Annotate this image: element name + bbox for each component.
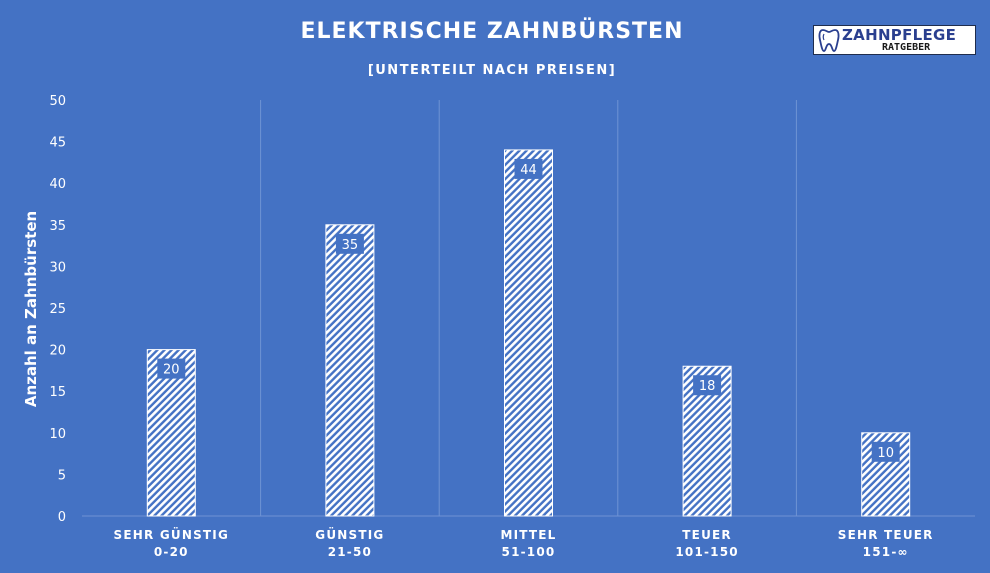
- data-label-box: [693, 375, 722, 396]
- y-tick-label: 25: [49, 302, 66, 317]
- x-tick-range-label: 51-100: [502, 545, 556, 559]
- tooth-icon: [818, 29, 840, 52]
- x-tick-label: SEHR GÜNSTIG: [114, 527, 229, 542]
- data-label-box: [514, 158, 543, 179]
- y-tick-label: 30: [49, 260, 66, 275]
- x-tick-range-label: 0-20: [154, 545, 189, 559]
- logo-text: ZAHNPFLEGE: [842, 26, 957, 44]
- data-label: 20: [163, 363, 180, 378]
- data-label: 44: [520, 163, 537, 178]
- bar: [504, 149, 553, 517]
- x-tick-label: TEUER: [682, 528, 732, 542]
- y-tick-label: 50: [49, 94, 66, 109]
- data-label: 10: [877, 446, 894, 461]
- zahnpflege-logo: ZAHNPFLEGE RATGEBER: [813, 25, 976, 55]
- bars: 20 35 44 18 10: [146, 149, 911, 517]
- x-tick-range-label: 101-150: [675, 545, 738, 559]
- y-axis-ticks: 0 5 10 15 20 25 30 35 40 45 50: [49, 94, 66, 525]
- data-label-box: [871, 441, 900, 462]
- y-tick-label: 40: [49, 177, 66, 192]
- y-tick-label: 45: [49, 136, 66, 151]
- y-tick-label: 5: [58, 468, 66, 483]
- chart-title: ELEKTRISCHE ZAHNBÜRSTEN: [300, 18, 683, 44]
- y-tick-label: 35: [49, 219, 66, 234]
- data-label-box: [335, 233, 364, 254]
- data-label: 35: [342, 238, 359, 253]
- data-label-box: [157, 358, 186, 379]
- y-tick-label: 10: [49, 427, 66, 442]
- bar: [325, 224, 375, 517]
- x-tick-label: GÜNSTIG: [315, 527, 384, 542]
- x-tick-range-label: 21-50: [328, 545, 372, 559]
- y-tick-label: 20: [49, 344, 66, 359]
- y-tick-label: 15: [49, 385, 66, 400]
- x-axis-ticks: SEHR GÜNSTIG 0-20 GÜNSTIG 21-50 MITTEL 51-100…: [114, 527, 934, 559]
- x-tick-label: SEHR TEUER: [838, 528, 934, 542]
- y-tick-label: 0: [58, 510, 66, 525]
- chart-subtitle: [UNTERTEILT NACH PREISEN]: [368, 63, 616, 78]
- data-label: 18: [699, 379, 716, 394]
- x-tick-label: MITTEL: [500, 528, 556, 542]
- y-axis-label: Anzahl an Zahnbürsten: [22, 211, 40, 407]
- x-tick-range-label: 151-∞: [863, 545, 909, 559]
- logo-subtext: RATGEBER: [882, 42, 931, 53]
